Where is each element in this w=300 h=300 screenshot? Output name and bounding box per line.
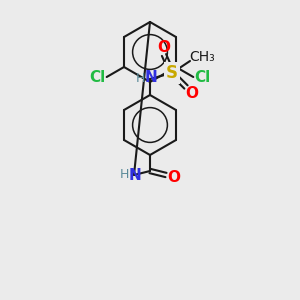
Text: N: N: [145, 70, 158, 86]
Text: CH₃: CH₃: [189, 50, 215, 64]
Text: O: O: [167, 169, 181, 184]
Text: N: N: [129, 167, 141, 182]
Text: O: O: [185, 85, 199, 100]
Text: Cl: Cl: [194, 70, 210, 86]
Text: Cl: Cl: [90, 70, 106, 86]
Text: H: H: [135, 71, 145, 85]
Text: S: S: [166, 64, 178, 82]
Text: O: O: [158, 40, 170, 56]
Text: H: H: [119, 169, 129, 182]
